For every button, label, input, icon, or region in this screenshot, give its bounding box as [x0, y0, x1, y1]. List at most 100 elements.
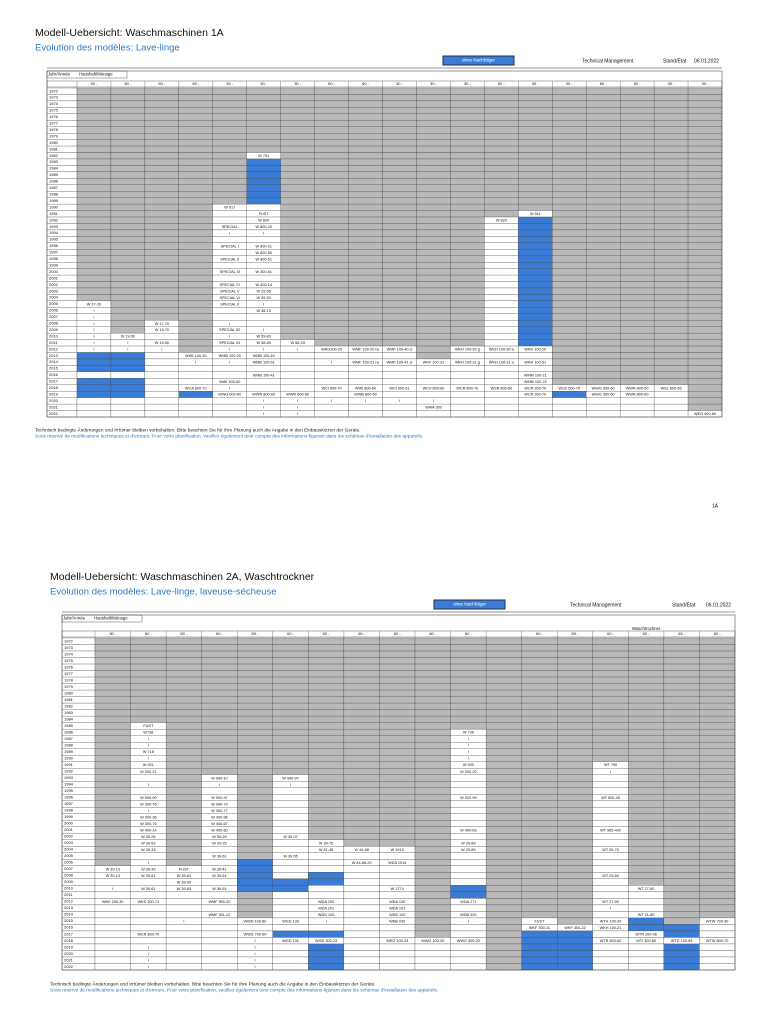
cell	[165, 761, 202, 769]
cell	[130, 650, 167, 658]
cell	[687, 242, 723, 250]
cell-no-successor	[246, 178, 281, 185]
cell	[557, 846, 593, 853]
cell	[144, 145, 179, 153]
cell	[272, 846, 309, 853]
cell	[687, 191, 723, 198]
cell	[414, 846, 451, 853]
column-header: 30 -	[702, 81, 710, 86]
cell	[212, 210, 247, 218]
model: W 736	[463, 731, 474, 735]
cell	[272, 872, 309, 880]
cell	[484, 113, 519, 121]
cell	[212, 120, 247, 127]
cell	[687, 94, 723, 102]
cell	[450, 943, 487, 951]
cell	[485, 800, 522, 808]
cell	[110, 287, 146, 295]
model: WDA 1913	[388, 861, 406, 865]
cell	[144, 203, 179, 211]
cell-no-successor	[76, 391, 112, 398]
cell	[663, 676, 700, 684]
cell	[414, 865, 451, 873]
cell	[592, 683, 629, 691]
model: WWG 300-20	[457, 939, 480, 943]
cell	[201, 657, 238, 665]
cell	[552, 113, 587, 121]
cell	[620, 210, 655, 218]
model: W 29-89	[461, 841, 475, 845]
cell	[653, 332, 689, 340]
cell	[586, 126, 621, 134]
column-header: 30 -	[260, 81, 268, 86]
cell	[314, 242, 349, 250]
model: I	[331, 360, 332, 364]
cell	[628, 657, 665, 665]
cell	[687, 403, 723, 411]
cell	[308, 637, 345, 645]
cell	[699, 755, 736, 762]
cell	[687, 365, 723, 372]
cell	[212, 410, 247, 418]
cell	[557, 878, 593, 886]
cell	[557, 683, 593, 691]
year: 1982	[64, 703, 74, 708]
cell	[348, 113, 383, 121]
cell	[178, 107, 213, 114]
group-header: Waschtrockner	[632, 626, 661, 631]
cell	[592, 663, 629, 671]
cell	[343, 761, 380, 769]
cell	[485, 715, 522, 723]
cell	[687, 107, 723, 114]
model: WKH 100-31	[524, 360, 546, 364]
cell	[592, 728, 629, 736]
cell	[212, 158, 247, 166]
cell	[653, 262, 689, 269]
cell	[110, 300, 146, 308]
cell	[237, 689, 273, 697]
cell	[485, 937, 522, 945]
cell	[450, 663, 487, 671]
cell	[144, 255, 179, 263]
cell	[557, 722, 593, 730]
page-subtitle: Evolution des modèles: Lave-linge	[35, 43, 180, 54]
cell	[212, 126, 247, 134]
cell	[348, 165, 383, 173]
cell	[237, 761, 273, 769]
cell	[382, 87, 417, 95]
cell	[518, 165, 553, 173]
model: W 39-07	[283, 835, 297, 839]
cell	[663, 800, 700, 808]
cell	[348, 268, 383, 276]
year: 1980	[49, 140, 59, 145]
page-title: Modell-Uebersicht: Waschmaschinen 2A, Wa…	[50, 571, 315, 583]
cell	[484, 126, 519, 134]
cell	[94, 702, 131, 710]
cell	[201, 859, 238, 866]
cell	[592, 956, 629, 964]
legend-swatch	[433, 599, 506, 610]
year: 1988	[49, 192, 59, 197]
cell	[382, 294, 417, 302]
cell	[144, 133, 179, 140]
cell	[620, 287, 655, 295]
model: I	[263, 412, 264, 416]
cell	[382, 262, 417, 269]
cell	[586, 120, 621, 127]
cell	[94, 663, 131, 671]
cell	[110, 255, 146, 263]
cell-no-successor	[663, 924, 700, 932]
cell	[94, 813, 131, 821]
cell	[521, 735, 558, 743]
cell	[280, 384, 315, 392]
cell	[348, 158, 383, 166]
model: WMM 100-21	[524, 373, 547, 377]
cell	[557, 813, 593, 821]
cell	[699, 676, 736, 684]
stand-label: Stand/État	[663, 57, 687, 64]
year: 1977	[64, 671, 74, 676]
cell	[94, 800, 131, 808]
cell	[450, 178, 485, 185]
model: I	[263, 328, 264, 332]
cell	[414, 917, 451, 925]
